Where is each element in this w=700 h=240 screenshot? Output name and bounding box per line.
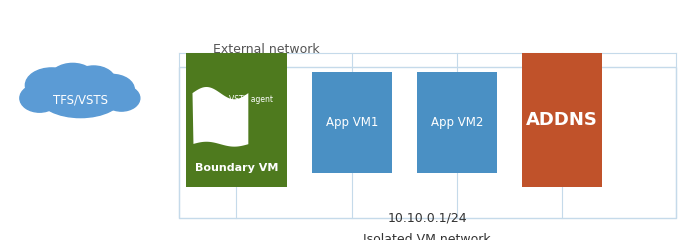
Ellipse shape xyxy=(38,74,122,118)
Bar xyxy=(178,67,676,218)
Ellipse shape xyxy=(20,84,60,112)
FancyBboxPatch shape xyxy=(312,72,392,173)
Ellipse shape xyxy=(49,63,97,96)
Text: Boundary VM: Boundary VM xyxy=(195,163,278,173)
FancyBboxPatch shape xyxy=(186,53,287,187)
Text: ADDNS: ADDNS xyxy=(526,111,598,129)
Ellipse shape xyxy=(90,74,134,105)
FancyBboxPatch shape xyxy=(522,53,602,187)
Text: App VM1: App VM1 xyxy=(326,116,378,129)
Ellipse shape xyxy=(25,68,78,102)
FancyBboxPatch shape xyxy=(416,72,497,173)
Ellipse shape xyxy=(71,66,116,98)
Text: Isolated VM network: Isolated VM network xyxy=(363,233,491,240)
Text: External network: External network xyxy=(213,43,319,56)
Text: VSTS agent: VSTS agent xyxy=(230,95,274,104)
Text: TFS/VSTS: TFS/VSTS xyxy=(53,93,108,106)
Text: 10.10.0.1/24: 10.10.0.1/24 xyxy=(387,211,467,224)
Ellipse shape xyxy=(103,85,140,111)
Text: App VM2: App VM2 xyxy=(430,116,483,129)
PathPatch shape xyxy=(193,87,248,147)
